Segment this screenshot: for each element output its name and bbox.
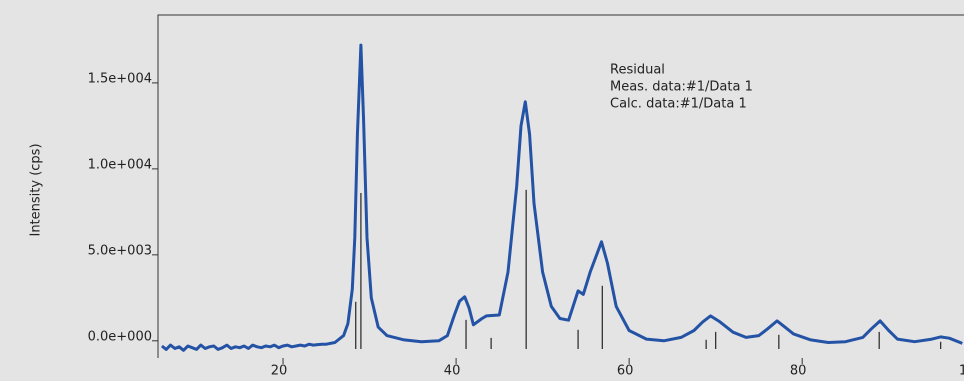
x-tick-label: 20 — [271, 364, 288, 379]
x-tick-label: 100 — [959, 364, 964, 379]
y-tick-label: 5.0e+003 — [88, 243, 152, 258]
x-tick-label: 40 — [444, 364, 461, 379]
x-tick-label: 80 — [790, 364, 807, 379]
plot-frame — [157, 14, 964, 358]
y-tick-label: 0.0e+000 — [88, 329, 152, 344]
x-tick-label: 60 — [617, 364, 634, 379]
y-tick-label: 1.5e+004 — [88, 71, 152, 86]
y-tick-label: 1.0e+004 — [88, 157, 152, 172]
annotation: Meas. data:#1/Data 1 — [610, 80, 753, 95]
annotation: Residual — [610, 63, 665, 78]
y-axis-label: Intensity (cps) — [29, 143, 44, 236]
data-line — [160, 43, 963, 352]
annotation: Calc. data:#1/Data 1 — [610, 97, 747, 112]
